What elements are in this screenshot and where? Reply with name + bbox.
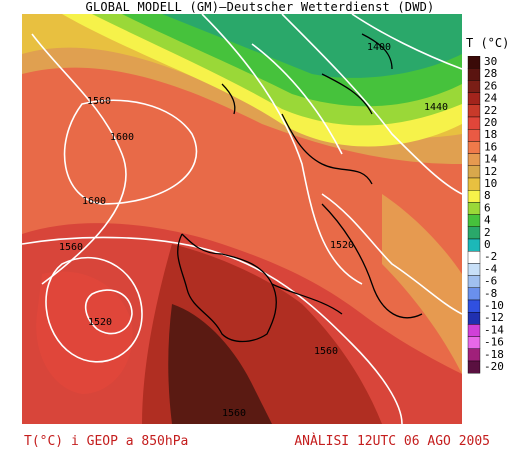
legend-label: 12 [484, 165, 497, 178]
legend-label: -12 [484, 311, 504, 324]
field-28 [168, 304, 272, 424]
legend-swatch [467, 56, 481, 69]
legend-swatch [467, 214, 481, 228]
legend-swatch [467, 177, 481, 191]
legend-swatch [467, 80, 481, 93]
field-26-west [36, 271, 133, 394]
legend-label: 20 [484, 116, 497, 129]
legend-label: 8 [484, 189, 491, 202]
legend-swatch [467, 360, 481, 374]
isoline-label: 1560 [59, 242, 83, 253]
legend-swatch [467, 336, 481, 350]
legend-label: 2 [484, 226, 491, 239]
isoline-label: 1520 [88, 317, 112, 328]
legend-label: 14 [484, 153, 498, 166]
legend-label: 26 [484, 79, 497, 92]
temperature-legend: 302826242220181614121086420-2-4-6-8-10-1… [467, 56, 504, 374]
legend-swatch [467, 324, 481, 337]
legend-swatch [467, 299, 481, 313]
legend-swatch [467, 67, 481, 81]
isoline-label: 1440 [424, 102, 448, 113]
legend-label: -8 [484, 287, 497, 300]
legend-label: -10 [484, 299, 504, 312]
isoline-label: 1560 [222, 408, 246, 419]
legend-swatch [467, 238, 481, 252]
legend-swatch [467, 275, 481, 289]
legend-title: T (°C) [466, 36, 510, 50]
legend-swatch [467, 287, 481, 301]
legend-swatch [467, 348, 481, 362]
legend-swatch [467, 226, 481, 240]
legend-swatch [467, 250, 481, 264]
legend-label: 16 [484, 140, 497, 153]
legend-swatch [467, 92, 481, 105]
legend-label: -16 [484, 336, 504, 349]
legend-swatch [467, 104, 481, 118]
legend-label: 6 [484, 201, 491, 214]
isoline-label: 1560 [87, 96, 111, 107]
legend-swatch [467, 128, 481, 142]
legend-label: 18 [484, 128, 497, 141]
legend-swatch [467, 153, 481, 166]
legend-swatch [467, 312, 481, 325]
footer-variable-label: T(°C) i GEOP a 850hPa [24, 434, 189, 449]
legend-label: -4 [484, 262, 498, 275]
field-2 [162, 14, 462, 78]
legend-label: -18 [484, 348, 504, 361]
legend-label: -6 [484, 275, 497, 288]
isoline-label: 1600 [110, 132, 134, 143]
legend-swatch [467, 141, 481, 154]
legend-swatch [467, 189, 481, 203]
legend-swatch [467, 165, 481, 179]
temperature-map: 1400 1440 1560 1600 1600 1560 1520 1520 … [22, 14, 462, 424]
legend-swatch [467, 263, 481, 276]
legend-label: 24 [484, 92, 498, 105]
legend-label: 22 [484, 104, 497, 117]
legend-label: -2 [484, 250, 497, 263]
legend-label: 30 [484, 56, 497, 68]
legend-label: 10 [484, 177, 497, 190]
map-title: GLOBAL MODELL (GM)—Deutscher Wetterdiens… [85, 0, 435, 14]
legend-swatch [467, 202, 481, 215]
legend-swatch [467, 116, 481, 130]
legend-label: -20 [484, 360, 504, 373]
footer-analysis-time: ANÀLISI 12UTC 06 AGO 2005 [294, 434, 490, 449]
legend-label: 4 [484, 214, 491, 227]
isoline-label: 1600 [82, 196, 106, 207]
legend-label: 28 [484, 67, 497, 80]
legend-label: 0 [484, 238, 491, 251]
map-footer: T(°C) i GEOP a 850hPa ANÀLISI 12UTC 06 A… [22, 434, 492, 454]
field-14-east [382, 194, 462, 374]
isoline-label: 1560 [314, 346, 338, 357]
isoline-label: 1400 [367, 42, 391, 53]
isoline-label: 1520 [330, 240, 354, 251]
legend-label: -14 [484, 323, 504, 336]
